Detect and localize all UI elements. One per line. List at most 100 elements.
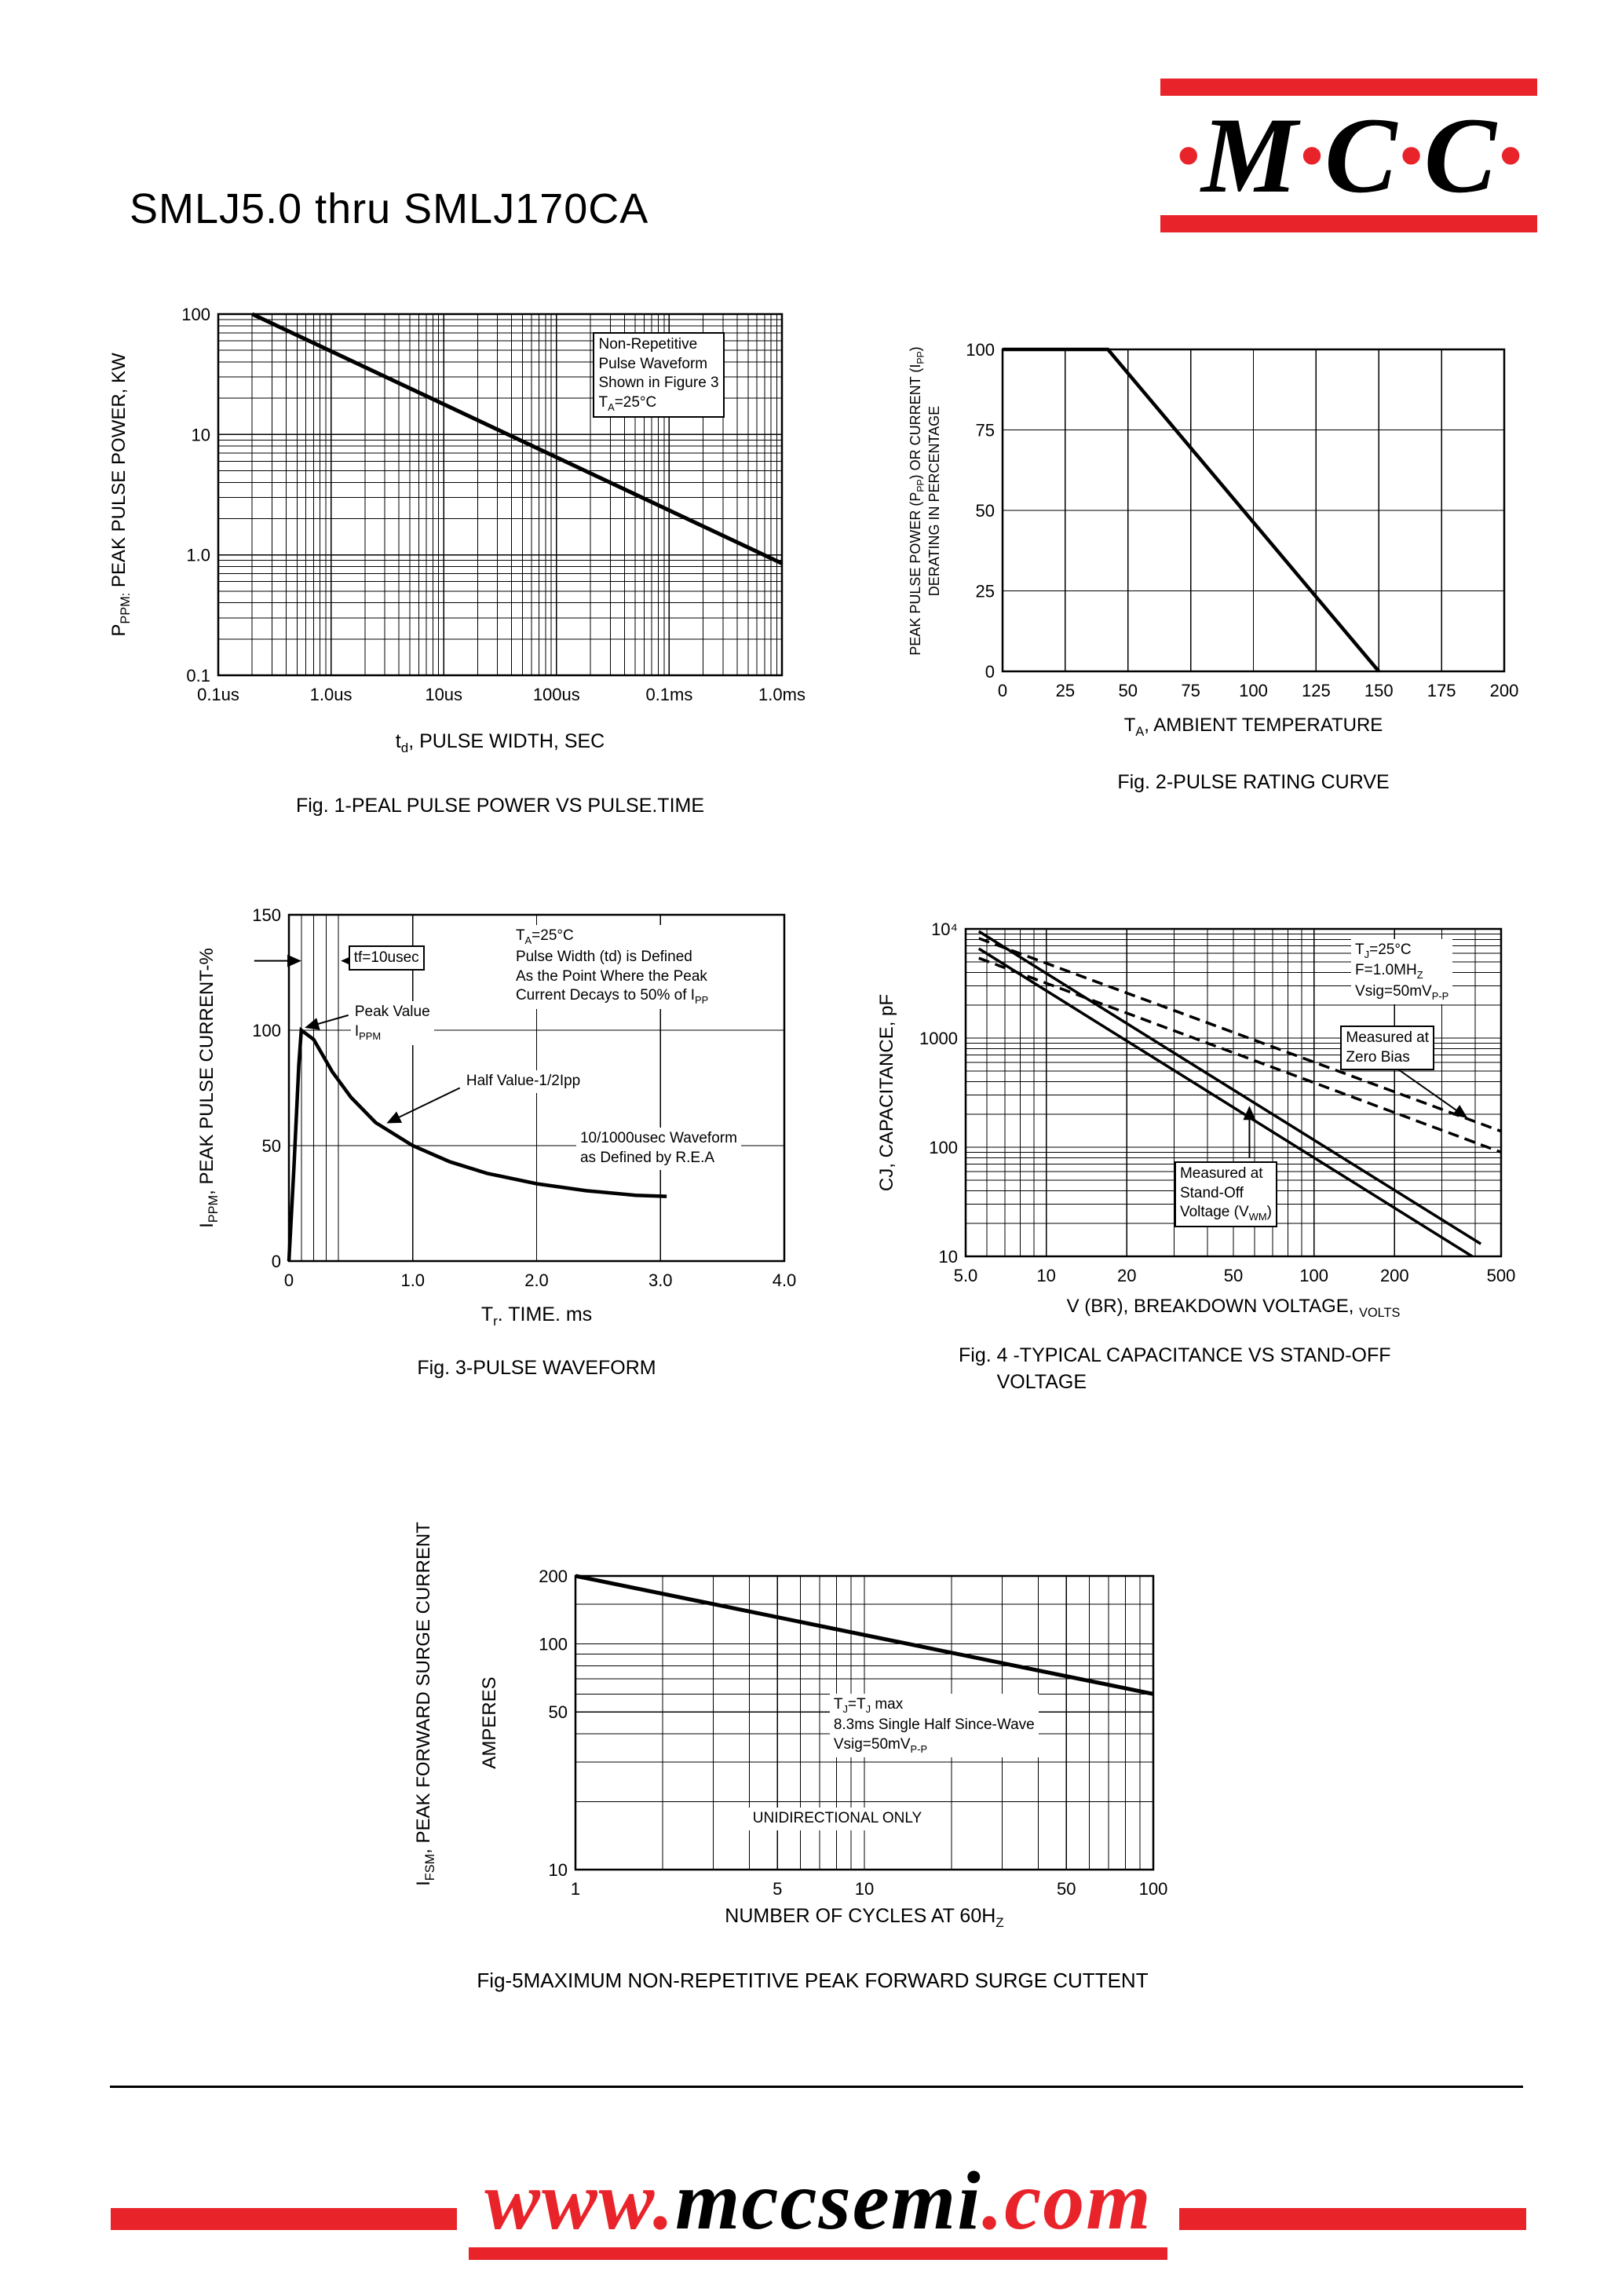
fig3-chart: 0 1.0 2.0 3.0 4.0 150 100 50 0 tf=10usec Peak Valu…	[220, 899, 848, 1323]
svg-text:25: 25	[1056, 681, 1075, 700]
fig4-x-tick-labels: 5.0 10 20 50 100 200 500	[954, 1266, 1516, 1285]
logo-dot: ·	[1397, 95, 1424, 215]
svg-text:100: 100	[539, 1635, 568, 1654]
fig1-annotation-0: Non-Repetitive Pulse Waveform Shown in Fig…	[593, 332, 725, 418]
logo-letter-c2: C	[1423, 95, 1496, 215]
fig4-annotation-0: TJ=25°C F=1.0MHZ Vsig=50mVP-P	[1351, 938, 1453, 1005]
fig4-caption: Fig. 4 -TYPICAL CAPACITANCE VS STAND-OFF…	[959, 1344, 1391, 1393]
svg-text:1000: 1000	[919, 1029, 958, 1048]
fig1-grid	[218, 314, 782, 675]
svg-text:150: 150	[252, 905, 281, 925]
svg-text:1: 1	[571, 1879, 580, 1899]
svg-text:0.1us: 0.1us	[197, 685, 239, 704]
logo-letter-m: M	[1201, 95, 1298, 215]
fig2-x-tick-labels: 0 25 50 75 100 125 150 175 200	[998, 681, 1518, 700]
fig3-annotation-4: 10/1000usec Waveform as Defined by R.E.A	[575, 1128, 741, 1170]
svg-text:100: 100	[252, 1021, 281, 1040]
fig2-series-derating-curve	[1003, 347, 1380, 673]
fig5-caption: Fig-5MAXIMUM NON-REPETITIVE PEAK FORWARD…	[477, 1969, 1149, 1992]
fig2-chart: 0 25 50 75 100 125 150 175 200 100 75 50 25 0	[926, 334, 1554, 726]
logo-top-bar	[1160, 79, 1537, 96]
fig5-annotation-0: TJ=TJ max 8.3ms Single Half Since-Wave Vsi…	[829, 1693, 1039, 1758]
fig2-plot: 0 25 50 75 100 125 150 175 200 100 75 50 25 0	[966, 340, 1518, 700]
svg-text:100: 100	[1299, 1266, 1328, 1285]
fig4-series-cj-standoff-upper	[977, 930, 1482, 1245]
fig4-y-axis-label: CJ, CAPACITANCE, pF	[876, 993, 897, 1192]
fig3-series-pulse-waveform	[287, 1026, 667, 1262]
svg-text:1.0ms: 1.0ms	[758, 685, 806, 704]
fig1-plot-border	[217, 313, 784, 677]
svg-text:10: 10	[1036, 1266, 1055, 1285]
fig3-annotation-3: TA=25°C Pulse Width (td) is Defined As the…	[511, 925, 713, 1009]
fig5-x-tick-labels: 1 5 10 50 100	[571, 1879, 1167, 1899]
fig3-annotation-0: tf=10usec	[348, 945, 425, 971]
fig1-plot: 0.1us 1.0us 10us 100us 0.1ms 1.0ms 100 10 1.0 0.1	[181, 305, 806, 704]
footer-divider	[110, 2086, 1523, 2088]
footer-right-bar	[1179, 2208, 1526, 2230]
svg-text:175: 175	[1427, 681, 1456, 700]
svg-text:0.1: 0.1	[186, 666, 210, 686]
fig2-y-tick-labels: 100 75 50 25 0	[966, 340, 995, 682]
footer-url-domain: mccsemi	[674, 2155, 982, 2247]
fig4-annotation-2: Measured at Stand-Off Voltage (VWM)	[1174, 1161, 1277, 1228]
fig1-y-axis-label: PPPM: PEAK PULSE POWER, KW	[108, 353, 133, 637]
logo-letter-c1: C	[1324, 95, 1397, 215]
fig3-y-axis-label: IPPM, PEAK PULSE CURRENT-%	[196, 948, 221, 1228]
svg-text:50: 50	[976, 501, 995, 521]
svg-text:50: 50	[549, 1702, 568, 1722]
svg-text:200: 200	[1490, 681, 1519, 700]
svg-text:50: 50	[1057, 1879, 1076, 1899]
fig4-series-cj-standoff-lower	[977, 947, 1474, 1258]
svg-text:50: 50	[262, 1136, 281, 1156]
fig2-plot-border	[1001, 348, 1506, 673]
svg-text:75: 75	[1181, 681, 1200, 700]
mcc-logo: ·M·C·C·	[1160, 79, 1537, 232]
fig4-annotation-1: Measured at Zero Bias	[1340, 1026, 1435, 1071]
svg-text:2.0: 2.0	[524, 1270, 549, 1290]
logo-dot: ·	[1174, 95, 1202, 215]
fig1-x-tick-labels: 0.1us 1.0us 10us 100us 0.1ms 1.0ms	[197, 685, 806, 704]
fig2-x-axis-label: TA, AMBIENT TEMPERATURE	[1123, 715, 1383, 739]
svg-text:50: 50	[1224, 1266, 1243, 1285]
fig3-caption: Fig. 3-PULSE WAVEFORM	[417, 1357, 656, 1379]
fig5-x-axis-label: NUMBER OF CYCLES AT 60HZ	[725, 1905, 1004, 1930]
logo-dot: ·	[1297, 95, 1325, 215]
svg-text:0: 0	[272, 1252, 281, 1271]
svg-text:10us: 10us	[425, 685, 462, 704]
fig5-plot-border	[574, 1574, 1155, 1871]
svg-text:100: 100	[181, 305, 210, 324]
svg-text:3.0: 3.0	[648, 1270, 673, 1290]
svg-text:125: 125	[1302, 681, 1331, 700]
fig1-series-peak-pulse-power	[251, 312, 784, 565]
footer-url-underline	[469, 2247, 1167, 2260]
svg-text:100us: 100us	[533, 685, 580, 704]
svg-text:200: 200	[539, 1567, 568, 1586]
fig2-y-axis-label: PEAK PULSE POWER (PPP) OR CURRENT (IPP) D…	[908, 346, 943, 656]
fig4-plot-border	[964, 927, 1503, 1258]
svg-text:10⁴: 10⁴	[931, 919, 958, 939]
footer-url-com: .com	[981, 2155, 1153, 2247]
svg-text:1.0us: 1.0us	[310, 685, 353, 704]
footer-url[interactable]: www.mccsemi.com	[463, 2153, 1174, 2249]
svg-text:100: 100	[1239, 681, 1268, 700]
logo-dot: ·	[1496, 95, 1524, 215]
footer-url-www: www.	[484, 2155, 675, 2247]
logo-text: ·M·C·C·	[1160, 96, 1537, 215]
svg-text:0: 0	[998, 681, 1007, 700]
fig4-series-cj-zero-bias-lower	[978, 956, 1502, 1154]
fig1-caption: Fig. 1-PEAL PULSE POWER VS PULSE.TIME	[295, 795, 705, 817]
fig1-chart: 0.1us 1.0us 10us 100us 0.1ms 1.0ms 100 10 1.0 0.1…	[110, 298, 816, 722]
svg-text:50: 50	[1119, 681, 1138, 700]
fig5-y-axis-label: IFSM, PEAK FORWARD SURGE CURRENT	[413, 1522, 437, 1886]
page-title: SMLJ5.0 thru SMLJ170CA	[130, 185, 649, 232]
svg-text:20: 20	[1117, 1266, 1136, 1285]
svg-text:100: 100	[929, 1138, 958, 1157]
fig5-chart: 1 5 10 50 100 200 100 50 10 TJ=TJ max 8.3ms Single…	[502, 1560, 1225, 1929]
fig5-annotation-1: UNIDIRECTIONAL ONLY	[748, 1808, 926, 1831]
svg-text:25: 25	[976, 582, 995, 601]
fig4-callout-arrows	[1243, 1066, 1468, 1158]
fig5-series-ifsm-surge-current	[575, 1574, 1154, 1696]
fig1-y-tick-labels: 100 10 1.0 0.1	[181, 305, 210, 686]
